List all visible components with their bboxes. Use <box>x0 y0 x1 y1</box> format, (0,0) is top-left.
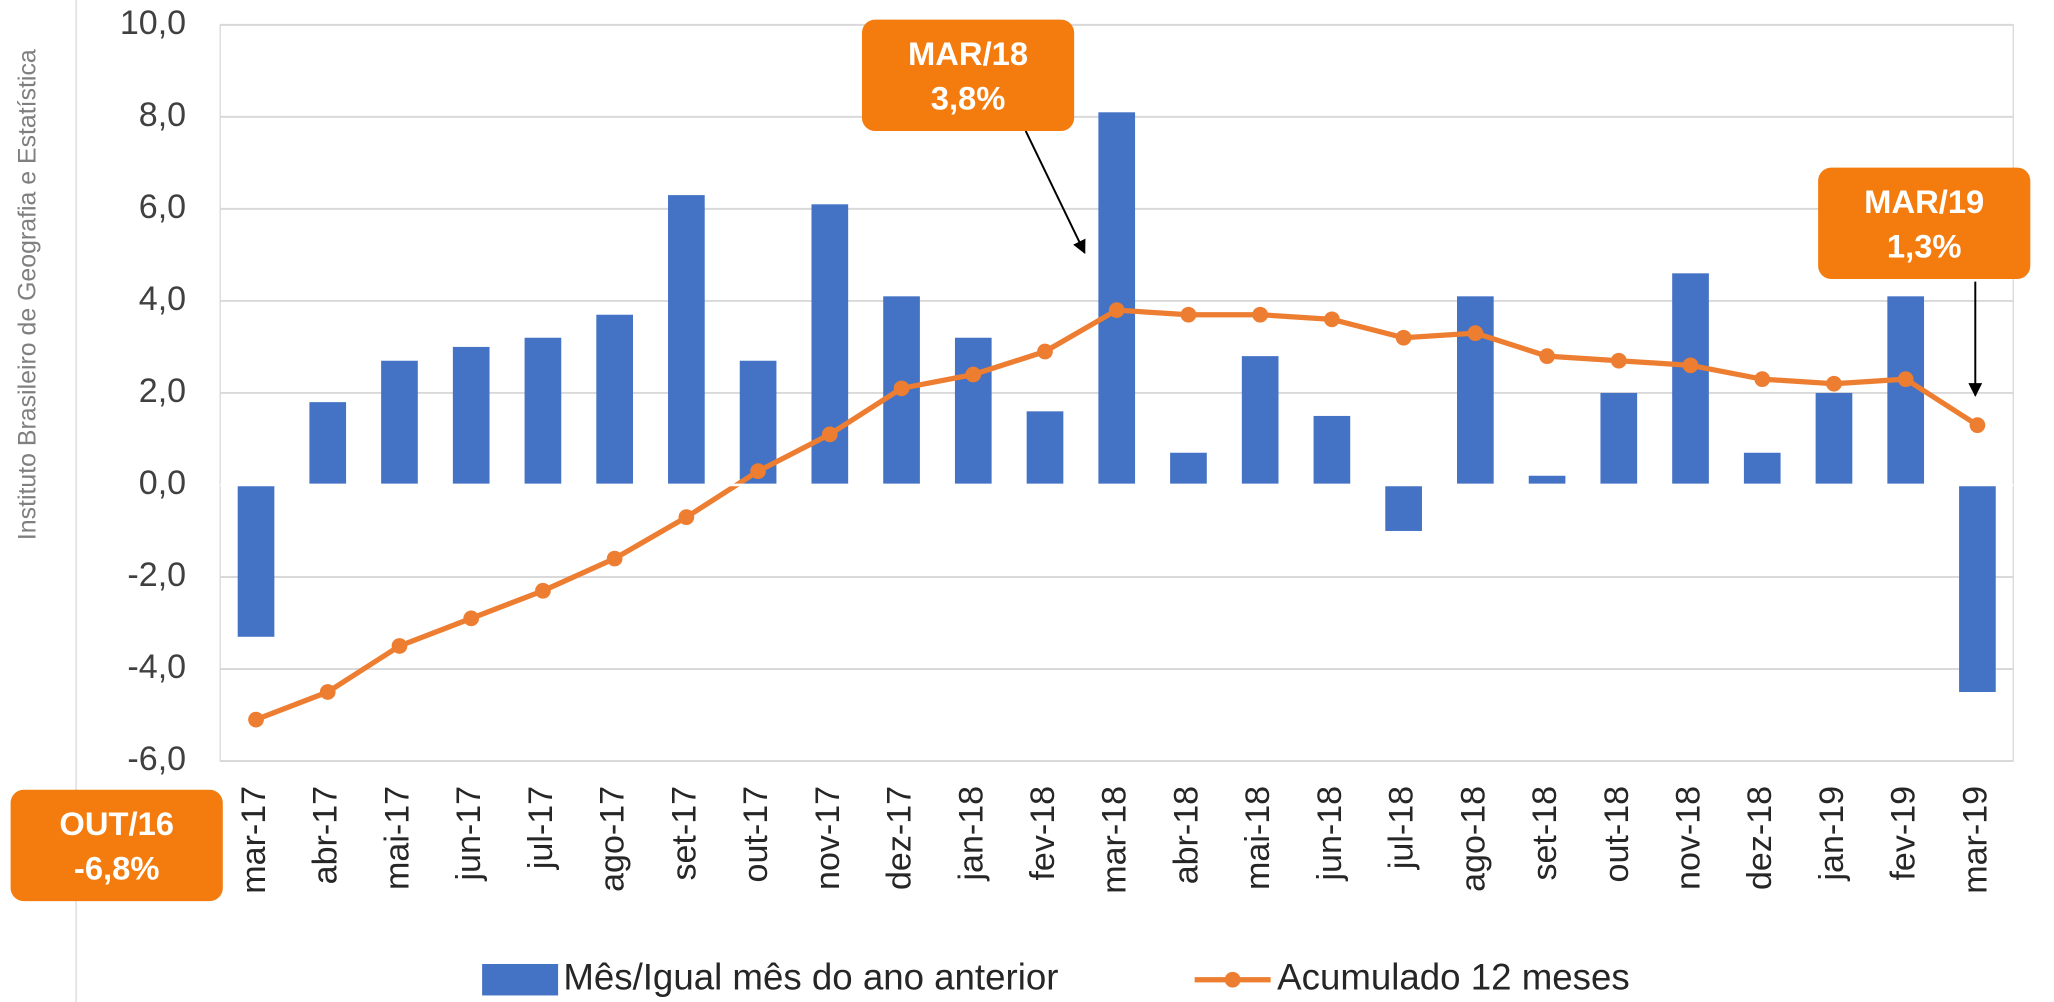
y-tick-label: -6,0 <box>127 740 186 778</box>
y-tick-label: 10,0 <box>120 4 186 42</box>
y-tick-label: 0,0 <box>139 464 186 502</box>
bar <box>596 314 633 485</box>
annotation-box <box>1818 167 2031 279</box>
x-tick-label: dez-18 <box>1741 786 1779 890</box>
x-tick-label: jun-18 <box>1311 786 1349 882</box>
line-marker <box>463 610 480 627</box>
line-marker <box>606 550 623 567</box>
legend-swatch <box>482 964 559 996</box>
line-marker <box>1969 417 1986 434</box>
line-marker <box>1108 302 1125 318</box>
line-marker <box>319 684 336 700</box>
bar <box>309 402 347 485</box>
x-tick-label: out-18 <box>1598 786 1636 883</box>
line-marker <box>391 638 408 654</box>
bar <box>452 346 490 485</box>
bar <box>1170 452 1207 485</box>
line-marker <box>1610 352 1627 369</box>
x-tick-label: jul-18 <box>1383 786 1421 870</box>
annotation-text: -6,8% <box>74 850 160 887</box>
bar <box>1743 452 1781 485</box>
line-marker <box>1682 357 1699 374</box>
bar <box>1815 392 1853 485</box>
x-tick-label: abr-18 <box>1167 786 1205 884</box>
y-tick-label: 6,0 <box>139 188 186 226</box>
y-tick-label: -4,0 <box>127 648 186 686</box>
bar <box>1241 356 1279 485</box>
line-marker <box>248 711 264 728</box>
bar <box>1887 296 1925 485</box>
x-tick-label: nov-17 <box>809 786 847 890</box>
line-marker <box>1754 371 1771 387</box>
x-tick-label: ago-17 <box>594 786 632 892</box>
legend-marker <box>1224 971 1241 988</box>
bar <box>668 195 705 485</box>
annotation-box <box>10 789 223 902</box>
bar <box>1026 411 1064 485</box>
bar <box>1385 484 1422 531</box>
bar <box>1457 296 1494 485</box>
bar <box>1600 392 1638 485</box>
x-tick-label: jun-17 <box>450 786 488 882</box>
y-tick-label: 2,0 <box>139 372 186 410</box>
line-marker <box>535 582 551 599</box>
x-tick-label: set-18 <box>1526 786 1564 881</box>
x-tick-label: nov-18 <box>1670 786 1708 890</box>
line-marker <box>1395 329 1412 346</box>
x-tick-label: mar-17 <box>235 786 273 894</box>
annotation-text: 1,3% <box>1887 228 1962 265</box>
line-marker <box>965 366 982 383</box>
x-tick-label: mai-18 <box>1239 786 1277 890</box>
x-tick-label: mar-18 <box>1096 786 1134 894</box>
bar <box>237 484 275 637</box>
line-marker <box>750 463 766 480</box>
line-marker <box>1897 371 1914 387</box>
annotation-text: OUT/16 <box>59 805 174 842</box>
line-marker <box>1324 311 1340 328</box>
x-tick-label: dez-17 <box>881 786 919 890</box>
legend-label: Acumulado 12 meses <box>1277 956 1630 997</box>
line-marker <box>1252 306 1269 323</box>
annotation-box <box>861 19 1075 131</box>
x-tick-label: fev-19 <box>1885 786 1923 881</box>
annotation-text: 3,8% <box>931 80 1006 117</box>
x-tick-label: mai-17 <box>378 786 416 890</box>
annotation-arrow <box>1024 130 1086 255</box>
line-marker <box>1037 343 1053 360</box>
x-tick-label: out-17 <box>737 786 775 883</box>
annotation-text: MAR/19 <box>1864 183 1984 220</box>
bar <box>1528 475 1566 485</box>
x-tick-label: ago-18 <box>1454 786 1492 892</box>
line-marker <box>1826 375 1842 392</box>
x-tick-label: mar-19 <box>1956 786 1994 894</box>
line-marker <box>893 380 910 397</box>
bar <box>1313 415 1351 485</box>
y-tick-label: -2,0 <box>127 556 186 594</box>
line-marker <box>1539 348 1555 364</box>
y-tick-label: 4,0 <box>139 280 186 318</box>
legend-label: Mês/Igual mês do ano anterior <box>563 956 1058 997</box>
x-tick-label: jan-18 <box>952 786 990 882</box>
y-tick-label: 8,0 <box>139 96 186 134</box>
annotation-text: MAR/18 <box>908 35 1028 72</box>
line-marker <box>1180 306 1197 323</box>
x-tick-label: fev-18 <box>1024 786 1062 881</box>
line-marker <box>678 509 695 526</box>
y-axis-label: Instituto Brasileiro de Geografia e Esta… <box>14 49 42 540</box>
x-tick-label: jan-19 <box>1813 786 1851 882</box>
line-marker <box>1467 325 1484 341</box>
bar <box>1098 112 1136 485</box>
bar <box>381 360 418 485</box>
bar <box>524 337 562 485</box>
x-tick-label: set-17 <box>665 786 703 881</box>
bar <box>1672 273 1709 485</box>
bar <box>1959 484 1996 692</box>
line-marker <box>821 426 838 443</box>
bar <box>954 337 992 485</box>
x-tick-label: abr-17 <box>307 786 345 884</box>
x-tick-label: jul-17 <box>522 786 560 870</box>
